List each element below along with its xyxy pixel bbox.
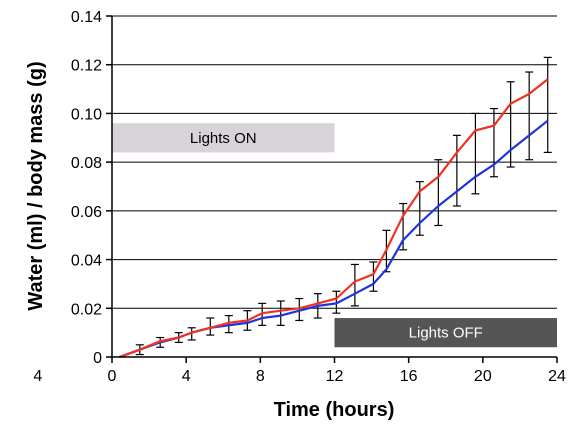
- error-bar: [224, 314, 233, 334]
- lights-band-label: Lights OFF: [409, 325, 483, 342]
- error-bar: [434, 159, 443, 227]
- error-bar: [543, 56, 552, 153]
- error-bar: [276, 300, 285, 326]
- error-bars: [135, 56, 552, 356]
- error-bar: [471, 112, 480, 195]
- lights-band: [334, 318, 557, 348]
- x-tick-label: 4: [33, 368, 42, 385]
- series-lines: [119, 78, 549, 359]
- error-bar: [295, 297, 304, 322]
- y-tick-label: 0: [93, 350, 102, 367]
- axes: [106, 15, 558, 363]
- y-tick-label: 0.08: [71, 155, 102, 172]
- error-bar: [525, 71, 534, 161]
- x-tick-label: 24: [548, 368, 566, 385]
- x-tick-label: 4: [182, 368, 191, 385]
- error-bar: [187, 327, 196, 341]
- x-tick-label: 16: [400, 368, 418, 385]
- y-tick-label: 0.02: [71, 301, 102, 318]
- lights-band: [112, 123, 335, 153]
- y-tick-label: 0.14: [71, 9, 102, 26]
- lights-band-label: Lights ON: [190, 130, 257, 147]
- error-bar: [506, 81, 515, 168]
- x-tick-label: 20: [474, 368, 492, 385]
- series-line-red: [119, 78, 549, 359]
- y-tick-label: 0.04: [71, 253, 102, 270]
- y-axis-title: Water (ml) / body mass (g): [25, 61, 47, 310]
- error-bar: [206, 317, 215, 336]
- x-tick-label: 12: [326, 368, 344, 385]
- x-tick-label: 8: [256, 368, 265, 385]
- y-tick-label: 0.10: [71, 106, 102, 123]
- lighting-annotations: Lights ON Lights OFF: [112, 123, 557, 348]
- y-tick-label: 0.12: [71, 58, 102, 75]
- error-bar: [452, 134, 461, 207]
- x-axis-title: Time (hours): [274, 399, 395, 421]
- tick-labels: 0 0.02 0.04 0.06 0.08 0.10 0.12 0.14 4 0 4 8 12 16 20 2…: [33, 9, 566, 385]
- error-bar: [350, 263, 359, 307]
- error-bar: [369, 261, 378, 292]
- y-tick-label: 0.06: [71, 204, 102, 221]
- x-tick-label: 0: [108, 368, 117, 385]
- grid-lines: [112, 15, 557, 309]
